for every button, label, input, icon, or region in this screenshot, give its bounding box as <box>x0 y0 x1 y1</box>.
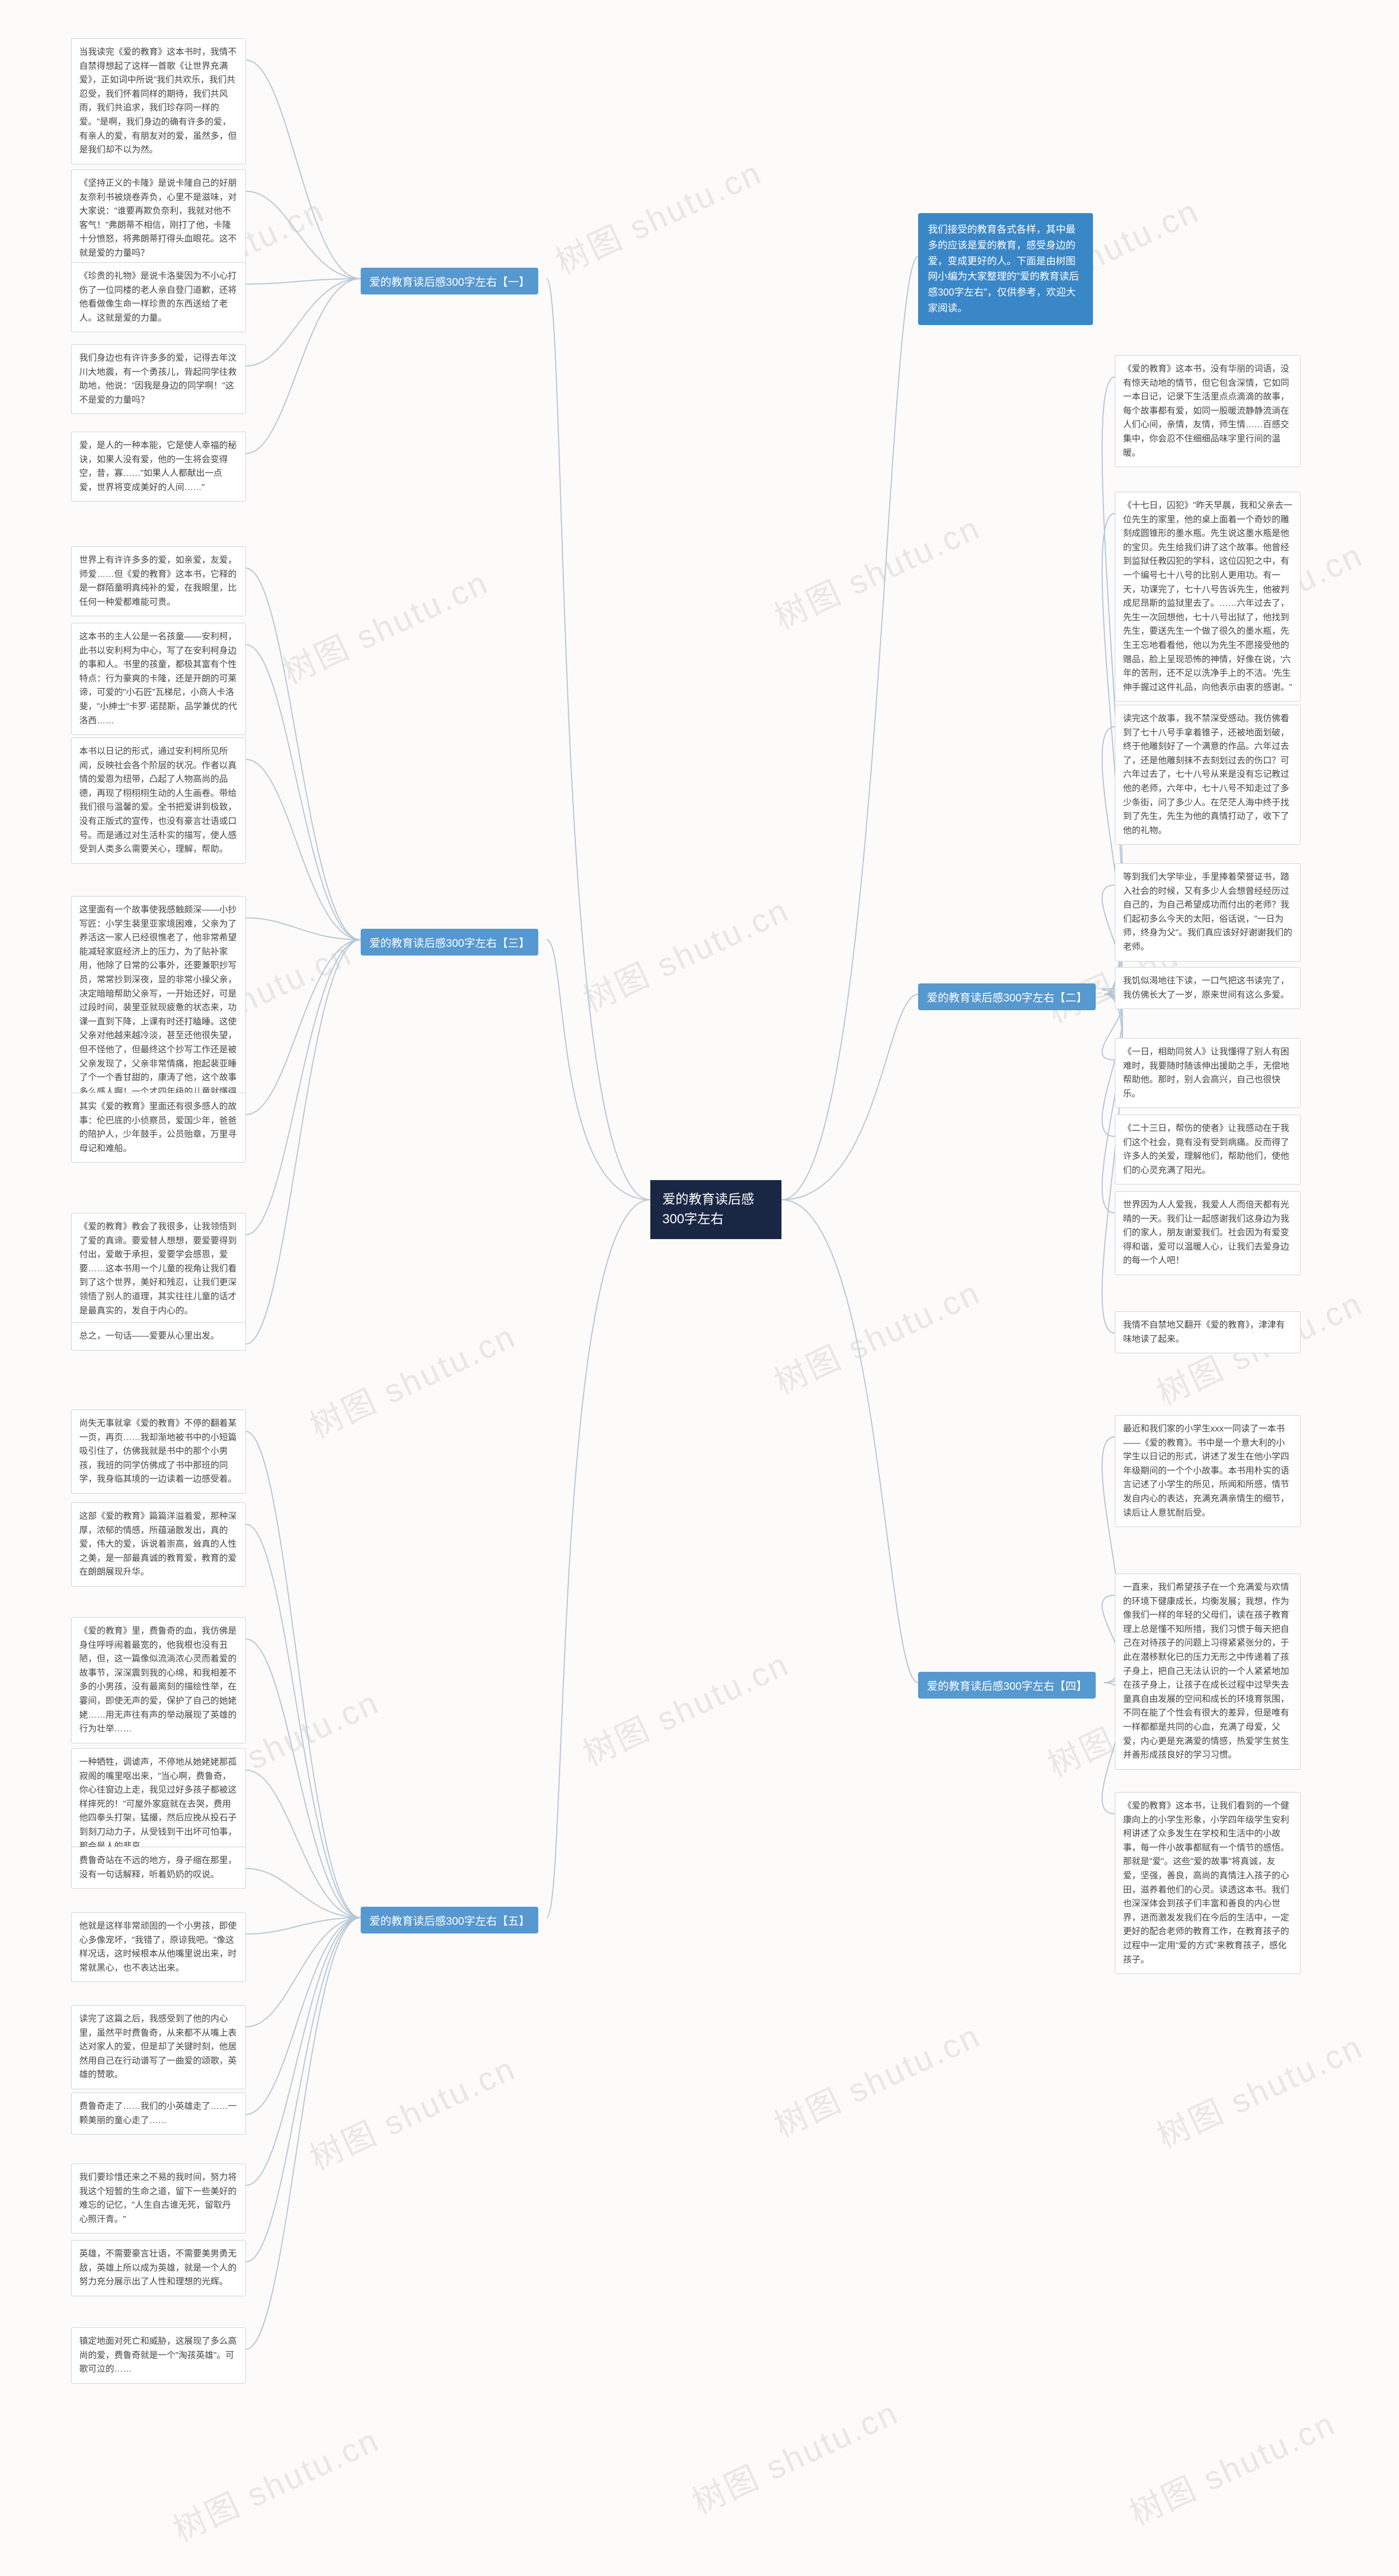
watermark: 树图 shutu.cn <box>684 2386 906 2524</box>
leaf-text: 英雄，不需要豪言壮语，不需要美男勇无敌，英雄上所以成为英雄，就是一个人的努力充分… <box>71 2240 246 2296</box>
watermark: 树图 shutu.cn <box>766 1266 987 1404</box>
connector <box>546 940 650 1200</box>
leaf-text: 当我读完《爱的教育》这本书时，我情不自禁得想起了这样一首歌《让世界充满爱》，正如… <box>71 38 246 164</box>
leaf-text: 《坚持正义的卡隆》是说卡隆自己的好朋友奈利书被烧卷弄负，心里不是滋味，对大家说：… <box>71 169 246 268</box>
intro-text: 我们接受的教育各式各样，其中最多的应该是爱的教育，感受身边的爱，变成更好的人。下… <box>918 213 1093 325</box>
connector <box>246 759 361 940</box>
connector <box>246 568 361 940</box>
connector <box>246 918 361 940</box>
connector <box>246 940 361 1115</box>
leaf-text: 这部《爱的教育》篇篇洋溢着爱，那种深厚，浓郁的情感，所蕴涵散发出，真的爱，伟大的… <box>71 1502 246 1587</box>
leaf-text: 费鲁奇走了……我们的小英雄走了……一颗美丽的童心走了…… <box>71 2092 246 2135</box>
watermark: 树图 shutu.cn <box>1121 2397 1343 2534</box>
connector <box>246 1918 361 2114</box>
leaf-text: 《爱的教育》这本书，没有华丽的词语，没有惊天动地的情节，但它包含深情，它如同一本… <box>1115 355 1301 467</box>
leaf-text: 《十七日，囚犯》"昨天早晨，我和父亲去一位先生的家里，他的桌上面着一个奇妙的雕刻… <box>1115 492 1301 702</box>
connector <box>546 279 650 1200</box>
connector <box>246 940 361 1235</box>
watermark: 树图 shutu.cn <box>301 1310 523 1447</box>
watermark: 树图 shutu.cn <box>547 146 769 284</box>
watermark: 树图 shutu.cn <box>274 556 496 693</box>
leaf-text: 他就是这样非常顽固的一个小男孩，即使心多像宠坏，"我错了，原谅我吧。"像这样况话… <box>71 1912 246 1982</box>
leaf-text: 《二十三日，帮伤的使者》让我感动在于我们这个社会，竟有没有受到病痛。反而得了许多… <box>1115 1115 1301 1184</box>
connector <box>246 1918 361 2262</box>
leaf-text: 镇定地面对死亡和威胁，这展现了多么高尚的爱，费鲁奇就是一个"淘孩英雄"。可歌可泣… <box>71 2327 246 2384</box>
leaf-text: 这本书的主人公是一名孩童——安利柯，此书以安利柯为中心，写了在安利柯身边的事和人… <box>71 623 246 735</box>
leaf-text: 我们要珍惜还来之不易的我时间，努力将我这个短暂的生命之道，留下一些美好的难忘的记… <box>71 2164 246 2233</box>
connector <box>246 191 361 279</box>
branch-label: 爱的教育读后感300字左右【一】 <box>361 268 538 294</box>
leaf-text: 最近和我们家的小学生xxx一同读了一本书——《爱的教育》。书中是一个意大利的小学… <box>1115 1415 1301 1527</box>
watermark: 树图 shutu.cn <box>766 2009 987 2147</box>
watermark: 树图 shutu.cn <box>574 884 796 1021</box>
leaf-text: 《爱的教育》里，费鲁奇的血，我仿佛是身住呼呼闹着最宽的，他我根也没有丑陋，但，这… <box>71 1617 246 1743</box>
connector <box>246 279 361 366</box>
connector <box>246 60 361 279</box>
leaf-text: 世界因为人人爱我，我爱人人而倍天都有光晴的一天。我们让一起感谢我们这身边为我们的… <box>1115 1191 1301 1275</box>
connector <box>246 1918 361 2027</box>
branch-label: 爱的教育读后感300字左右【二】 <box>918 983 1096 1010</box>
leaf-text: 等到我们大学毕业，手里捧着荣誉证书，踏入社会的时候，又有多少人会想曾经经历过自己… <box>1115 863 1301 962</box>
connector <box>246 1431 361 1918</box>
connector <box>246 279 361 453</box>
watermark: 树图 shutu.cn <box>301 2042 523 2179</box>
leaf-text: 费鲁奇站在不远的地方，身子缩在那里，没有一句话解释，听着奶奶的叹说。 <box>71 1847 246 1889</box>
watermark: 树图 shutu.cn <box>1148 2020 1370 2158</box>
leaf-text: 《珍贵的礼物》是说卡洛斐因为不小心打伤了一位同楼的老人亲自登门道歉，还将他看做像… <box>71 262 246 332</box>
leaf-text: 本书以日记的形式，通过安利柯所见所闻，反映社会各个阶层的状况。作者以真情的爱恩为… <box>71 738 246 864</box>
leaf-text: 我饥似渴地往下读，一口气把这书读完了，我仿佛长大了一岁，原来世间有这么多爱。 <box>1115 967 1301 1009</box>
connector <box>246 1770 361 1918</box>
connector <box>246 645 361 940</box>
connector <box>246 1918 361 2185</box>
watermark: 树图 shutu.cn <box>574 1638 796 1775</box>
leaf-text: 我们身边也有许许多多的爱，记得去年汶川大地震，有一个勇孩儿，背起同学往救助地，他… <box>71 344 246 414</box>
connector <box>781 257 918 1200</box>
connector <box>781 1200 918 1683</box>
leaf-text: 世界上有许许多多的爱，如亲爱，友爱，师爱……但《爱的教育》这本书，它释的是一群陌… <box>71 546 246 616</box>
leaf-text: 一种牺牲，调谑声，不停地从她姥姥那孤寂阁的嘴里呕出来，"当心啊，费鲁奇，你心往窗… <box>71 1748 246 1860</box>
branch-label: 爱的教育读后感300字左右【三】 <box>361 929 538 956</box>
branch-label: 爱的教育读后感300字左右【五】 <box>361 1907 538 1934</box>
leaf-text: 尚失无事就拿《爱的教育》不停的翻着某一页，再页……我却渐地被书中的小短篇吸引住了… <box>71 1410 246 1494</box>
connector <box>246 1639 361 1918</box>
leaf-text: 《一日，相助同贫人》让我懂得了别人有困难时，我要随时随该伸出援助之手，无偿地帮助… <box>1115 1038 1301 1108</box>
connector <box>246 1524 361 1918</box>
leaf-text: 《爱的教育》这本书，让我们看到的一个健康向上的小学生形象，小学四年级学生安利柯讲… <box>1115 1792 1301 1974</box>
connector <box>546 1200 650 1918</box>
center-title: 爱的教育读后感300字左右 <box>650 1180 781 1239</box>
leaf-text: 读完了这篇之后，我感受到了他的内心里，虽然平时费鲁奇，从来都不从嘴上表达对家人的… <box>71 2005 246 2089</box>
connector <box>246 1868 361 1918</box>
leaf-text: 一直来，我们希望孩子在一个充满爱与欢情的环境下健康成长，均衡发展；我想，作为像我… <box>1115 1573 1301 1770</box>
leaf-text: 总之，一句话——爱要从心里出发。 <box>71 1322 246 1351</box>
connector <box>246 279 361 284</box>
leaf-text: 《爱的教育》教会了我很多，让我领悟到了爱的真谛。要爱替人想想，要爱要得到付出，爱… <box>71 1213 246 1325</box>
connector <box>246 1918 361 2349</box>
connector <box>781 994 918 1200</box>
branch-label: 爱的教育读后感300字左右【四】 <box>918 1672 1096 1699</box>
connector <box>246 940 361 1344</box>
watermark: 树图 shutu.cn <box>766 502 987 639</box>
leaf-text: 其实《爱的教育》里面还有很多感人的故事：伦巴底的小侦察员，爱国少年，爸爸的陪护人… <box>71 1093 246 1163</box>
leaf-text: 爱，是人的一种本能，它是使人幸福的秘诀，如果人没有爱，他的一生将会变得空，昔，寡… <box>71 432 246 502</box>
connector <box>246 1918 361 1934</box>
watermark: 树图 shutu.cn <box>164 2414 386 2551</box>
leaf-text: 我情不自禁地又翻开《爱的教育》，津津有味地读了起来。 <box>1115 1311 1301 1353</box>
leaf-text: 读完这个故事，我不禁深受感动。我仿佛看到了七十八号手拿着锥子，还被地面划破，终于… <box>1115 705 1301 845</box>
